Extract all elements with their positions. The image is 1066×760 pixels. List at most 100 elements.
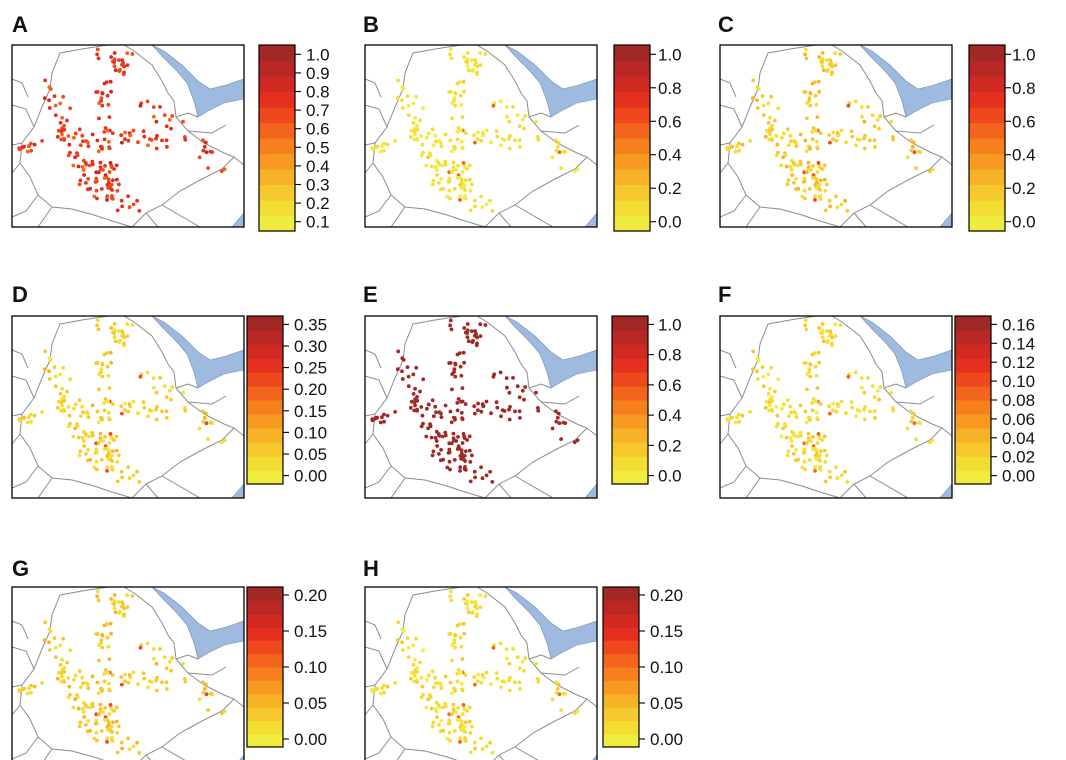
colorbar-swatch [955,386,991,401]
site-point [473,329,478,334]
site-point [183,408,188,413]
site-point [536,135,540,139]
site-point [786,178,791,183]
site-point [850,134,855,139]
site-point [755,377,760,381]
site-point [484,128,489,133]
site-point [796,457,801,462]
site-point [761,384,766,389]
colorbar-tick-label: 0.10 [1002,372,1035,391]
site-point [109,631,113,636]
site-point [460,657,465,661]
site-point [370,147,375,152]
site-point [413,403,417,408]
site-points [725,318,935,484]
site-point [459,719,464,724]
site-point [17,689,22,694]
panel-f: F0.160.140.120.100.080.060.040.020.00 [718,282,1035,499]
colorbar-frame [968,44,1006,232]
site-point [443,433,448,438]
site-point [154,390,159,395]
site-point [131,202,136,207]
site-point [820,51,825,55]
site-point [814,373,819,378]
colorbar-swatch [247,442,283,457]
site-point [729,416,733,421]
site-point [783,424,788,429]
colorbar-frame [611,315,649,485]
site-point [114,705,119,710]
site-point [77,453,82,458]
site-point [818,468,823,472]
site-point [889,390,893,395]
site-point [769,94,774,99]
site-point [94,632,99,636]
site-point [463,131,468,136]
site-point [768,386,772,391]
colorbar-swatch [247,330,283,345]
colorbar-tick-label: 0.7 [306,101,330,120]
site-point [439,415,444,420]
site-point [380,415,384,420]
site-point [71,163,76,168]
site-point [222,438,227,443]
site-point [409,128,414,133]
site-point [112,60,116,64]
site-point [400,356,405,361]
colorbar-tick-label: 0.4 [1012,146,1036,165]
site-point [561,691,566,696]
site-point [415,395,419,399]
site-point [470,724,474,729]
site-point [411,121,416,125]
colorbar-tick-label: 0.9 [306,64,330,83]
map-panel-h [364,586,598,760]
site-point [868,409,872,414]
site-point [181,661,185,666]
map-frame [719,315,953,499]
site-point [203,140,208,145]
site-point [769,365,774,370]
site-point [755,106,760,110]
site-point [447,712,452,717]
site-point [554,680,558,685]
map-frame [364,44,598,228]
site-point [827,469,832,474]
colorbar-d: 0.350.300.250.200.150.100.050.00 [246,315,327,486]
site-point [791,161,796,165]
site-point [491,103,496,108]
site-point [90,701,95,706]
site-point [170,385,175,389]
site-point [818,178,823,183]
site-point [808,103,813,108]
site-point [90,159,95,164]
colorbar-swatch [614,60,650,77]
site-point [77,127,82,132]
site-point [222,709,227,714]
site-point [468,750,473,755]
site-point [66,153,71,158]
site-point [468,460,473,464]
site-point [463,402,468,406]
site-point [97,116,101,121]
site-point [112,322,117,326]
site-point [167,659,172,664]
site-point [788,436,793,440]
site-point [803,318,808,323]
site-point [465,322,470,326]
site-point [428,153,433,158]
site-point [468,208,473,213]
site-point [507,119,512,124]
site-point [473,600,478,605]
site-point [113,610,118,615]
site-point [452,144,456,149]
site-point [846,374,851,379]
colorbar-swatch [612,400,648,415]
site-point [162,655,167,660]
site-point [459,670,463,675]
site-point [154,688,159,693]
site-point [420,684,425,689]
site-point [804,149,809,154]
site-point [774,134,779,138]
site-point [141,400,146,405]
site-point [408,134,413,139]
